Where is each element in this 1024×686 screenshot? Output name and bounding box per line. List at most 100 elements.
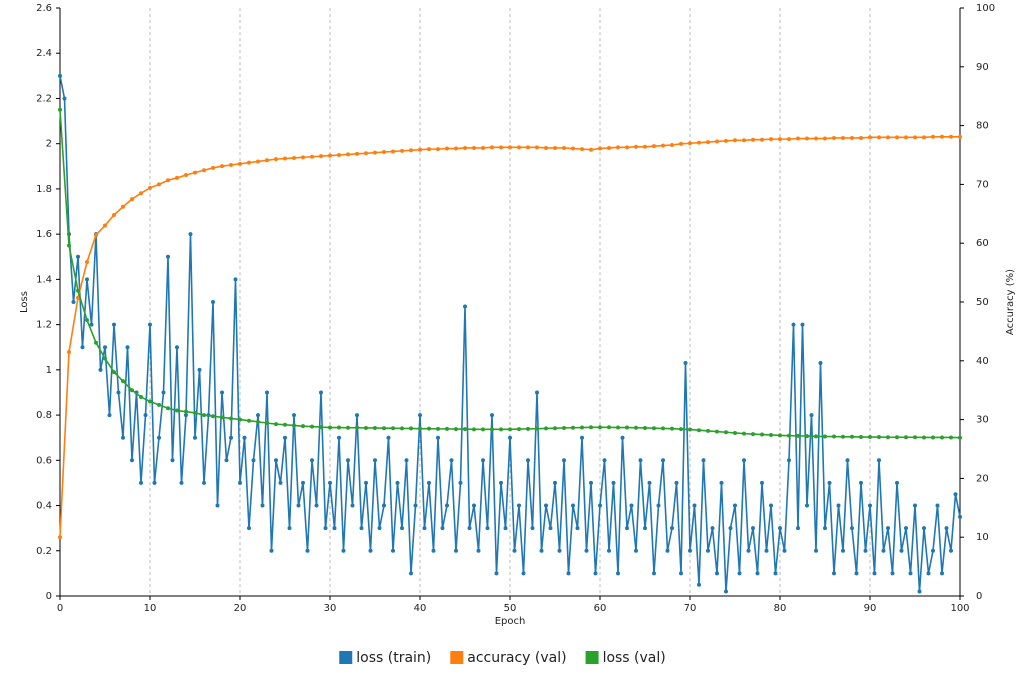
data-point: [521, 571, 526, 576]
data-point: [175, 175, 179, 180]
data-point: [386, 435, 391, 440]
data-point: [323, 526, 328, 531]
data-point: [139, 394, 143, 399]
data-point: [652, 144, 656, 149]
data-point: [922, 526, 926, 531]
data-point: [661, 143, 665, 148]
data-point: [935, 503, 940, 508]
data-point: [872, 571, 877, 576]
data-point: [422, 526, 427, 531]
data-point: [724, 430, 728, 435]
data-point: [436, 435, 440, 440]
data-point: [787, 137, 791, 142]
data-point: [922, 435, 926, 440]
data-point: [346, 152, 350, 157]
data-point: [395, 480, 400, 485]
data-point: [211, 165, 215, 170]
data-point: [80, 345, 85, 350]
data-point: [949, 134, 953, 139]
data-point: [202, 480, 206, 485]
data-point: [859, 435, 863, 440]
data-point: [481, 427, 485, 432]
data-point: [598, 425, 602, 430]
data-point: [364, 425, 368, 430]
data-point: [674, 480, 679, 485]
data-point: [715, 571, 719, 576]
data-point: [400, 526, 404, 531]
data-point: [76, 254, 80, 259]
data-point: [238, 417, 242, 422]
x-tick-label: 60: [594, 603, 607, 614]
data-point: [382, 503, 386, 508]
data-point: [863, 548, 868, 553]
data-point: [400, 426, 404, 431]
data-point: [715, 429, 719, 434]
data-point: [607, 548, 611, 553]
y-tick-label: 1.8: [36, 184, 52, 195]
data-point: [571, 425, 575, 430]
data-point: [292, 155, 296, 160]
data-point: [364, 151, 368, 156]
data-point: [526, 145, 530, 150]
data-point: [166, 178, 170, 183]
data-point: [220, 164, 224, 169]
data-point: [737, 571, 742, 576]
data-point: [310, 458, 314, 463]
data-point: [809, 413, 814, 418]
data-point: [607, 425, 611, 430]
data-point: [139, 480, 143, 485]
legend-item[interactable]: accuracy (val): [450, 650, 567, 666]
data-point: [823, 434, 827, 439]
data-point: [413, 503, 418, 508]
data-point: [121, 204, 125, 209]
data-point: [188, 232, 193, 237]
data-point: [598, 503, 602, 508]
data-point: [656, 503, 661, 508]
data-point: [328, 425, 332, 430]
data-point: [782, 548, 787, 553]
data-point: [256, 159, 260, 164]
data-point: [859, 135, 863, 140]
legend-item[interactable]: loss (train): [339, 650, 431, 666]
data-point: [287, 526, 292, 531]
data-point: [517, 145, 521, 150]
data-point: [283, 435, 287, 440]
data-point: [895, 435, 899, 440]
data-point: [647, 480, 652, 485]
data-point: [346, 425, 350, 430]
data-point: [535, 390, 539, 395]
data-point: [319, 390, 323, 395]
legend-item[interactable]: loss (val): [585, 650, 666, 666]
data-point: [859, 480, 863, 485]
data-point: [310, 154, 314, 159]
data-point: [364, 480, 368, 485]
data-point: [494, 571, 499, 576]
data-point: [598, 146, 602, 151]
data-point: [404, 458, 409, 463]
data-point: [778, 526, 782, 531]
y-tick-label: 2.4: [36, 48, 52, 59]
data-point: [148, 322, 152, 327]
data-point: [337, 425, 341, 430]
data-point: [832, 434, 836, 439]
data-point: [670, 426, 674, 431]
data-point: [112, 370, 116, 375]
data-point: [355, 151, 359, 156]
data-point: [373, 150, 377, 155]
data-point: [58, 73, 62, 78]
y2-tick-label: 70: [976, 179, 989, 190]
data-point: [472, 145, 476, 150]
y2-tick-label: 10: [976, 532, 989, 543]
data-point: [197, 367, 202, 372]
data-point: [796, 526, 800, 531]
data-point: [517, 503, 521, 508]
data-point: [652, 571, 656, 576]
data-point: [211, 300, 215, 304]
data-point: [278, 480, 283, 485]
data-point: [436, 147, 440, 152]
data-point: [463, 427, 467, 432]
data-point: [679, 427, 683, 432]
y-tick-label: 0: [46, 591, 52, 602]
data-point: [710, 526, 715, 531]
data-point: [845, 458, 850, 463]
